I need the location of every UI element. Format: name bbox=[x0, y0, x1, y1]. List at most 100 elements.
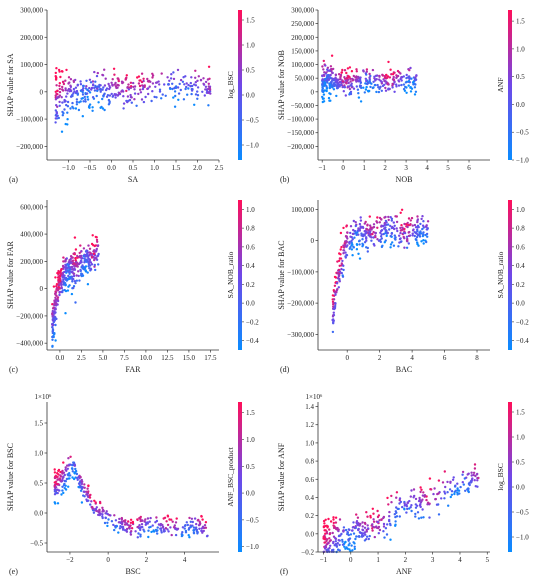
y-axis-multiplier: 1×10⁶ bbox=[306, 393, 323, 401]
scatter-point bbox=[146, 87, 150, 90]
scatter-point bbox=[114, 93, 117, 96]
scatter-point bbox=[89, 503, 92, 506]
scatter-point bbox=[53, 308, 57, 311]
scatter-point bbox=[62, 461, 65, 464]
scatter-point bbox=[111, 84, 114, 87]
scatter-point bbox=[106, 524, 109, 528]
scatter-point bbox=[97, 263, 100, 266]
scatter-point bbox=[356, 516, 360, 519]
scatter-point bbox=[76, 84, 79, 87]
scatter-point bbox=[57, 469, 60, 473]
scatter-point bbox=[58, 87, 61, 91]
scatter-point bbox=[443, 492, 447, 495]
scatter-point bbox=[164, 94, 167, 98]
scatter-point bbox=[81, 89, 85, 92]
scatter-point bbox=[444, 485, 447, 489]
scatter-point bbox=[57, 286, 60, 289]
scatter-point bbox=[111, 78, 114, 81]
colorbar-tick-label: 0.8 bbox=[516, 225, 525, 233]
scatter-point bbox=[60, 282, 63, 285]
scatter-point bbox=[361, 528, 364, 531]
scatter-point bbox=[87, 244, 90, 247]
scatter-point bbox=[53, 481, 56, 484]
scatter-point bbox=[410, 504, 413, 507]
scatter-point bbox=[56, 472, 59, 475]
scatter-point bbox=[476, 479, 479, 482]
scatter-point bbox=[352, 74, 355, 78]
scatter-point bbox=[413, 231, 416, 234]
scatter-point bbox=[116, 86, 119, 89]
scatter-point bbox=[408, 499, 411, 503]
scatter-point bbox=[171, 520, 174, 523]
scatter-point bbox=[372, 230, 375, 234]
colorbar-tick-label: 0.4 bbox=[516, 262, 525, 270]
x-tick-label: 6 bbox=[467, 164, 471, 172]
scatter-point bbox=[79, 244, 82, 247]
colorbar-tick-label: 1.5 bbox=[246, 409, 255, 417]
scatter-point bbox=[414, 503, 417, 506]
colorbar-tick-label: 0.0 bbox=[516, 484, 525, 492]
scatter-point bbox=[342, 530, 345, 533]
scatter-point bbox=[153, 95, 156, 99]
scatter-point bbox=[142, 77, 145, 81]
scatter-point bbox=[171, 87, 174, 91]
scatter-point bbox=[82, 247, 86, 250]
x-tick-label: 12.5 bbox=[161, 354, 174, 362]
scatter-point bbox=[55, 288, 58, 291]
scatter-point bbox=[419, 486, 422, 489]
colorbar-tick-label: 0.6 bbox=[516, 243, 525, 251]
scatter-point bbox=[378, 221, 381, 224]
scatter-point bbox=[350, 84, 353, 87]
scatter-point bbox=[374, 231, 377, 235]
scatter-point bbox=[80, 250, 83, 253]
x-tick-label: 2.5 bbox=[77, 354, 86, 362]
scatter-point bbox=[91, 506, 94, 509]
scatter-point bbox=[372, 520, 376, 523]
scatter-point bbox=[79, 83, 83, 86]
scatter-point bbox=[345, 546, 348, 549]
scatter-point bbox=[64, 466, 67, 469]
scatter-point bbox=[74, 78, 77, 82]
scatter-point bbox=[74, 86, 78, 89]
scatter-point bbox=[54, 300, 57, 303]
scatter-point bbox=[61, 110, 64, 114]
scatter-point bbox=[56, 478, 59, 481]
scatter-point bbox=[365, 237, 368, 240]
scatter-point bbox=[61, 264, 65, 268]
scatter-point bbox=[326, 74, 330, 77]
scatter-point bbox=[60, 267, 63, 271]
scatter-point bbox=[350, 70, 354, 73]
scatter-point bbox=[395, 74, 398, 77]
scatter-point bbox=[53, 312, 56, 315]
y-tick-label: −200,000 bbox=[287, 300, 314, 308]
scatter-point bbox=[207, 91, 210, 95]
scatter-point bbox=[354, 221, 357, 224]
colorbar-tick-label: 0.0 bbox=[246, 92, 255, 100]
scatter-point bbox=[53, 304, 56, 307]
chart-panel-d: 0 2 4 6 8 −300,000 −200,000 −100,000 0 100,000 BAC… bbox=[277, 200, 529, 374]
scatter-point bbox=[83, 261, 86, 264]
x-tick-label: 2 bbox=[145, 556, 149, 564]
scatter-point bbox=[66, 118, 69, 121]
scatter-point bbox=[55, 114, 58, 118]
scatter-point bbox=[84, 87, 88, 90]
colorbar-tick-label: 1.0 bbox=[516, 434, 525, 442]
scatter-point bbox=[421, 494, 425, 497]
scatter-point bbox=[403, 222, 406, 226]
scatter-point bbox=[418, 231, 421, 234]
scatter-point bbox=[83, 95, 87, 99]
colorbar-label: log_BSC bbox=[496, 463, 505, 491]
scatter-point bbox=[456, 487, 459, 490]
scatter-point bbox=[193, 528, 196, 532]
scatter-point bbox=[196, 90, 199, 93]
scatter-point bbox=[82, 265, 85, 269]
scatter-point bbox=[472, 473, 475, 477]
scatter-point bbox=[86, 283, 90, 286]
scatter-point bbox=[422, 231, 425, 234]
scatter-point bbox=[381, 224, 385, 228]
scatter-point bbox=[148, 85, 151, 88]
scatter-point bbox=[136, 518, 139, 522]
scatter-point bbox=[449, 480, 452, 483]
x-axis-label: BSC bbox=[125, 567, 140, 576]
scatter-point bbox=[72, 286, 75, 290]
